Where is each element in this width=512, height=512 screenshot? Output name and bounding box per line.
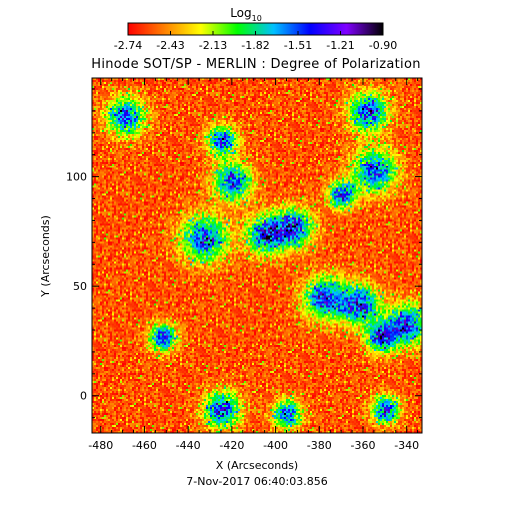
x-tick-label: -480 [88,439,113,452]
x-tick-label: -460 [132,439,157,452]
chart-title: Hinode SOT/SP - MERLIN : Degree of Polar… [91,57,421,72]
colorbar-tick-label: -2.43 [156,39,184,52]
x-tick-label: -440 [176,439,201,452]
polarization-heatmap [92,78,422,433]
timestamp: 7-Nov-2017 06:40:03.856 [186,475,328,488]
y-axis: 0 50 100 [66,88,422,419]
y-axis-label: Y (Arcseconds) [39,215,52,298]
colorbar-label: Log10 [230,6,262,23]
x-tick-label: -400 [263,439,288,452]
colorbar-ticks: -2.74 -2.43 -2.13 -1.82 -1.51 -1.21 -0.90 [114,31,397,52]
x-tick-label: -360 [351,439,376,452]
x-tick-label: -380 [307,439,332,452]
y-tick-label: 50 [73,280,87,293]
colorbar-tick-label: -2.13 [199,39,227,52]
colorbar-tick-label: -2.74 [114,39,142,52]
plot-frame [91,77,423,434]
x-axis-label: X (Arcseconds) [216,459,298,472]
x-tick-label: -340 [394,439,419,452]
x-axis: -480 -460 -440 -420 -400 -380 -360 -340 [88,78,419,452]
y-tick-label: 100 [66,171,87,184]
colorbar-tick-label: -1.51 [284,39,312,52]
y-tick-label: 0 [80,390,87,403]
colorbar-tick-label: -1.21 [326,39,354,52]
colorbar-tick-label: -0.90 [369,39,397,52]
colorbar-tick-label: -1.82 [241,39,269,52]
x-tick-label: -420 [219,439,244,452]
